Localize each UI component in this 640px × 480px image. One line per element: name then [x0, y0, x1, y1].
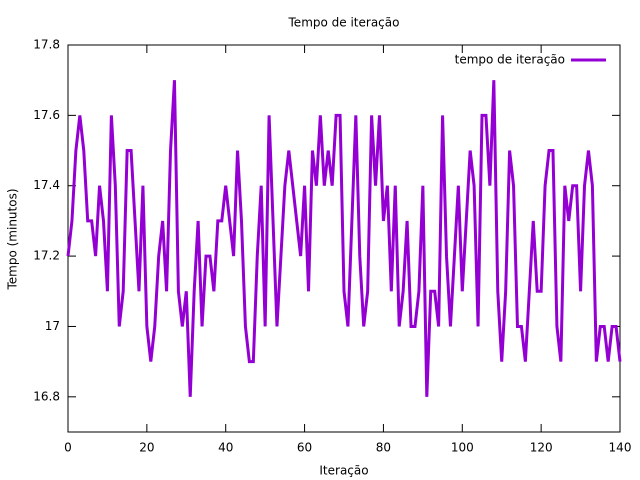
y-tick-label: 17	[45, 319, 60, 333]
data-line	[66, 80, 622, 397]
x-tick-label: 40	[218, 441, 233, 455]
y-tick-label: 17.6	[33, 108, 60, 122]
y-tick-label: 17.8	[33, 38, 60, 52]
legend-label: tempo de iteração	[455, 53, 565, 67]
y-tick-label: 16.8	[33, 389, 60, 403]
x-tick-label: 20	[139, 441, 154, 455]
y-tick-label: 17.4	[33, 178, 60, 192]
plot-frame	[67, 44, 621, 433]
x-tick-label: 80	[376, 441, 391, 455]
x-tick-label: 120	[530, 441, 553, 455]
x-tick-label: 100	[451, 441, 474, 455]
x-tick-label: 0	[64, 441, 72, 455]
y-tick-label: 17.2	[33, 249, 60, 263]
chart-title: Tempo de iteração	[288, 16, 400, 30]
y-axis-label: Tempo (minutos)	[6, 188, 20, 290]
x-tick-label: 60	[297, 441, 312, 455]
x-axis-label: Iteração	[319, 464, 368, 478]
x-tick-label: 140	[609, 441, 632, 455]
